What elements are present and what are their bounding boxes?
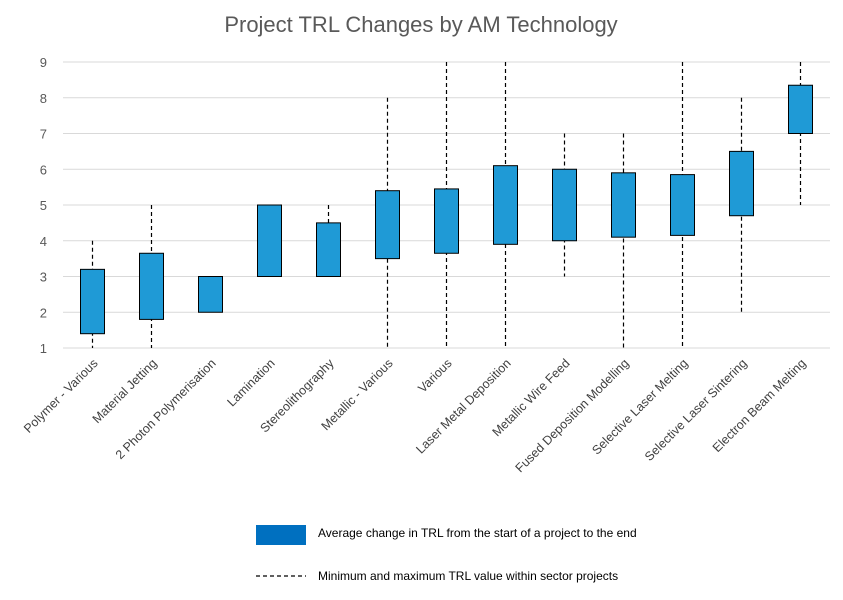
legend-label-minmax: Minimum and maximum TRL value within sec… xyxy=(318,569,618,583)
y-tick-label: 2 xyxy=(40,305,47,320)
y-tick-label: 9 xyxy=(40,55,47,70)
y-axis-ticks: 1 2 3 4 5 6 7 8 9 xyxy=(40,55,47,356)
x-tick-label: Lamination xyxy=(224,356,277,409)
x-tick-label: Various xyxy=(415,356,454,395)
boxes xyxy=(80,84,813,335)
y-tick-label: 4 xyxy=(40,234,47,249)
box xyxy=(729,150,754,217)
legend-box-swatch xyxy=(256,525,306,545)
x-tick-label: Fused Deposition Modelling xyxy=(513,356,632,475)
box xyxy=(611,172,636,238)
box xyxy=(493,165,518,245)
box xyxy=(434,188,459,254)
box xyxy=(375,190,400,260)
box xyxy=(670,174,695,236)
x-tick-label: 2 Photon Polymerisation xyxy=(113,356,219,462)
legend: Average change in TRL from the start of … xyxy=(256,525,637,583)
x-tick-label: Selective Laser Melting xyxy=(589,356,690,457)
box xyxy=(139,252,164,320)
y-tick-label: 7 xyxy=(40,127,47,142)
x-tick-label: Polymer - Various xyxy=(21,356,100,435)
legend-label-average: Average change in TRL from the start of … xyxy=(318,526,637,540)
box xyxy=(788,84,813,135)
y-tick-label: 3 xyxy=(40,270,47,285)
y-tick-label: 1 xyxy=(40,341,47,356)
box xyxy=(552,168,577,242)
y-tick-label: 6 xyxy=(40,162,47,177)
y-tick-label: 5 xyxy=(40,198,47,213)
chart-title: Project TRL Changes by AM Technology xyxy=(224,12,617,37)
box xyxy=(316,222,341,277)
box xyxy=(257,204,282,277)
box xyxy=(80,268,105,335)
box xyxy=(198,276,223,313)
y-tick-label: 8 xyxy=(40,91,47,106)
x-tick-label: Selective Laser Sintering xyxy=(642,356,750,464)
